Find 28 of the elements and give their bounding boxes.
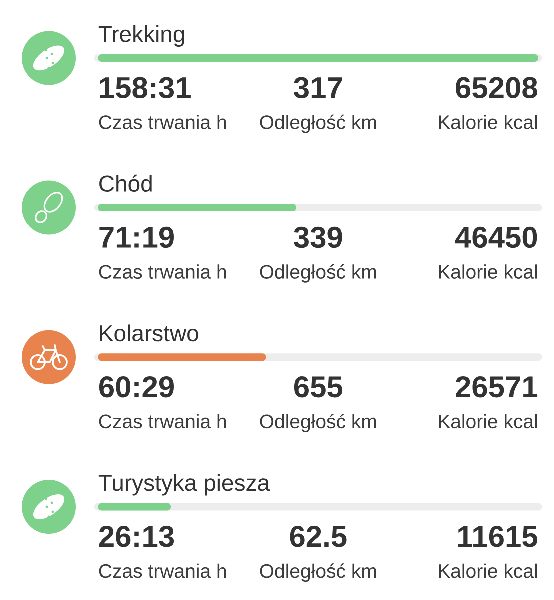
- text: Czas trwania h: [99, 564, 226, 578]
- annotation: 46450: [455, 226, 538, 248]
- annotation: Kalorie kcal: [439, 414, 538, 429]
- annotation: 26571: [456, 376, 538, 398]
- annotation: Kalorie kcal: [439, 264, 538, 279]
- annotation: 339: [294, 226, 342, 248]
- annotation: 65208: [456, 77, 538, 99]
- annotation: 62.5: [290, 526, 347, 548]
- annotation: Kalorie kcal: [439, 115, 538, 130]
- annotation: Odległość km: [260, 414, 376, 432]
- annotation: 655: [294, 376, 343, 398]
- text: Kalorie kcal: [439, 564, 538, 578]
- data-label: 158:31: [100, 77, 191, 99]
- annotation: Odległość km: [260, 114, 376, 134]
- annotation: Czas trwania h: [99, 115, 226, 130]
- annotation: Odległość km: [260, 264, 376, 283]
- y-tick-label: Chód: [100, 174, 152, 192]
- data-label: 60:29: [99, 376, 174, 398]
- annotation: Czas trwania h: [99, 264, 226, 279]
- text: Odległość km: [260, 564, 376, 582]
- y-tick-label: Turystyka piesza: [98, 474, 270, 496]
- y-tick-label: Trekking: [98, 26, 184, 47]
- annotation: 11615: [458, 526, 538, 548]
- annotation: Czas trwania h: [99, 414, 226, 429]
- data-label: 26:13: [99, 526, 174, 548]
- y-tick-label: Kolarstwo: [100, 324, 198, 342]
- data-label: 71:19: [100, 226, 174, 248]
- annotation: 317: [294, 77, 342, 99]
